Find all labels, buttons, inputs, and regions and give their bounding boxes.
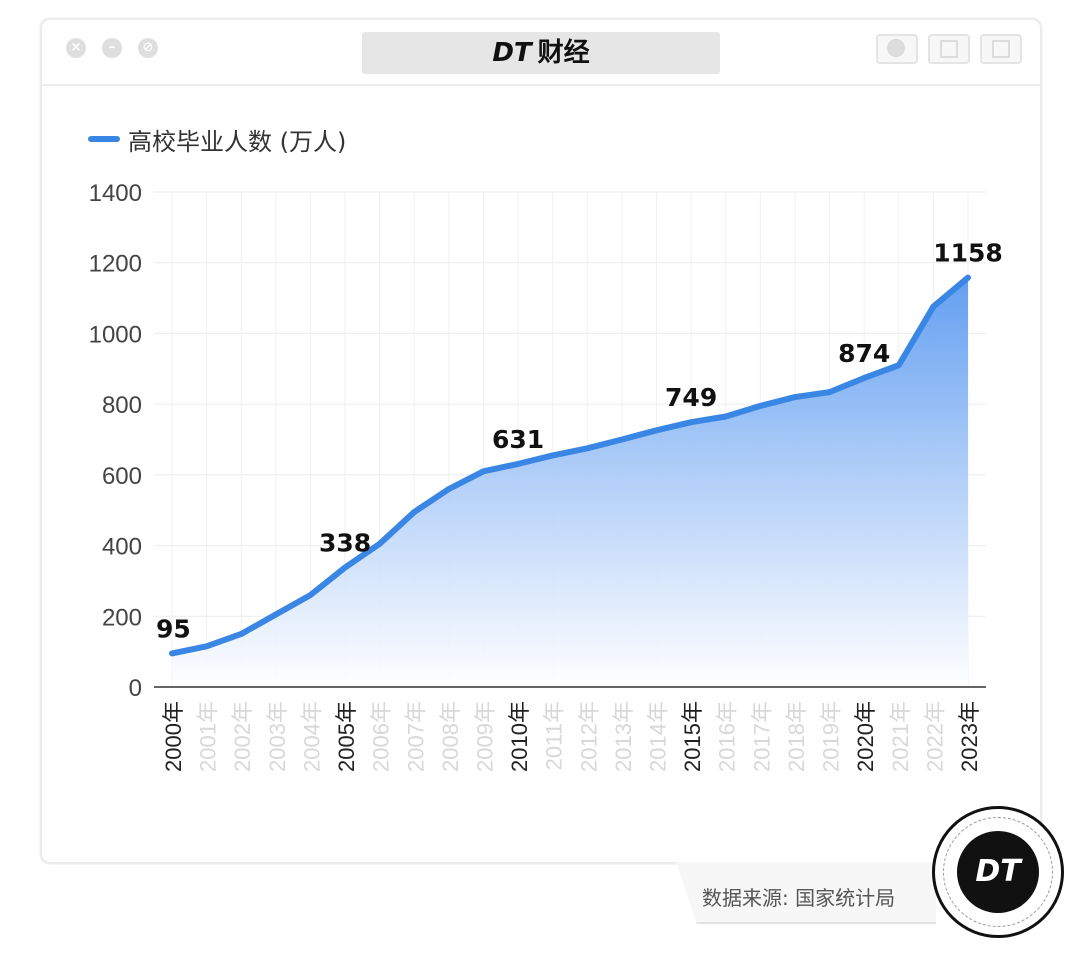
source-tab bbox=[676, 862, 936, 924]
close-icon[interactable]: × bbox=[66, 38, 86, 58]
y-tick-label: 1200 bbox=[89, 251, 142, 278]
data-point bbox=[446, 487, 451, 491]
data-point bbox=[654, 428, 659, 433]
data-point bbox=[412, 509, 417, 514]
y-tick-label: 1000 bbox=[89, 321, 142, 348]
data-point bbox=[377, 541, 382, 546]
data-point bbox=[204, 644, 209, 649]
y-tick-label: 400 bbox=[102, 534, 142, 561]
x-tick-label: 2023年 bbox=[957, 701, 982, 772]
window-title-text: 财经 bbox=[537, 38, 590, 68]
record-icon[interactable] bbox=[876, 34, 918, 64]
x-tick-label: 2013年 bbox=[611, 701, 636, 772]
data-point bbox=[758, 403, 763, 408]
legend-swatch bbox=[88, 136, 120, 142]
title-bar: × – ⊘ DT 财经 bbox=[42, 20, 1040, 86]
legend-label: 高校毕业人数 (万人) bbox=[128, 128, 347, 156]
y-tick-label: 800 bbox=[102, 392, 142, 419]
y-tick-label: 200 bbox=[102, 604, 142, 631]
data-point bbox=[308, 593, 313, 598]
x-tick-label: 2022年 bbox=[922, 701, 947, 772]
x-tick-label: 2009年 bbox=[472, 701, 497, 772]
data-point bbox=[273, 612, 278, 617]
x-tick-label: 2010年 bbox=[507, 701, 532, 772]
data-point bbox=[896, 363, 901, 368]
data-point bbox=[689, 420, 694, 425]
data-point bbox=[792, 395, 797, 400]
x-tick-label: 2016年 bbox=[715, 701, 740, 772]
series-line bbox=[169, 274, 971, 657]
x-tick-label: 2004年 bbox=[299, 701, 324, 772]
x-tick-label: 2011年 bbox=[542, 701, 567, 770]
data-point bbox=[481, 469, 486, 474]
data-label: 1158 bbox=[933, 239, 1003, 268]
data-point bbox=[343, 565, 348, 570]
data-point bbox=[239, 631, 244, 636]
dt-logo-text: DT bbox=[492, 38, 532, 68]
x-tick-label: 2007年 bbox=[403, 701, 428, 772]
x-tick-label: 2021年 bbox=[888, 701, 913, 772]
data-label: 874 bbox=[838, 339, 890, 368]
x-tick-label: 2000年 bbox=[161, 701, 186, 772]
data-point bbox=[170, 651, 174, 656]
data-point bbox=[862, 375, 867, 380]
y-tick-label: 1400 bbox=[89, 180, 142, 207]
data-source: 数据来源: 国家统计局 bbox=[702, 886, 896, 910]
badge-text: DT bbox=[957, 831, 1039, 913]
x-tick-label: 2005年 bbox=[334, 701, 359, 772]
x-tick-label: 2019年 bbox=[819, 701, 844, 772]
data-point bbox=[966, 275, 970, 280]
data-point bbox=[827, 390, 832, 395]
x-tick-label: 2020年 bbox=[853, 701, 878, 772]
share-icon[interactable] bbox=[928, 34, 970, 64]
data-label: 338 bbox=[319, 528, 371, 557]
x-tick-label: 2015年 bbox=[680, 701, 705, 772]
data-point bbox=[585, 446, 590, 451]
data-label: 631 bbox=[492, 425, 544, 454]
window-title: DT 财经 bbox=[362, 32, 720, 74]
data-label: 95 bbox=[156, 614, 191, 643]
data-point bbox=[550, 453, 555, 458]
data-label: 749 bbox=[665, 383, 717, 412]
area-fill bbox=[172, 277, 968, 687]
cancel-icon[interactable]: ⊘ bbox=[138, 38, 158, 58]
x-tick-label: 2003年 bbox=[265, 701, 290, 772]
data-point bbox=[931, 304, 936, 309]
x-tick-label: 2018年 bbox=[784, 701, 809, 772]
x-tick-label: 2001年 bbox=[196, 701, 221, 772]
data-point bbox=[723, 414, 728, 419]
x-tick-label: 2014年 bbox=[646, 701, 671, 772]
data-point bbox=[619, 437, 624, 442]
x-tick-label: 2002年 bbox=[230, 701, 255, 772]
x-tick-label: 2008年 bbox=[438, 701, 463, 772]
dt-badge-logo: DT bbox=[932, 806, 1064, 938]
x-tick-label: 2017年 bbox=[749, 701, 774, 772]
data-point bbox=[516, 461, 521, 466]
restore-icon[interactable] bbox=[980, 34, 1022, 64]
x-tick-label: 2012年 bbox=[576, 701, 601, 772]
y-tick-label: 600 bbox=[102, 463, 142, 490]
y-tick-label: 0 bbox=[129, 675, 142, 702]
x-tick-label: 2006年 bbox=[369, 701, 394, 772]
minimize-icon[interactable]: – bbox=[102, 38, 122, 58]
